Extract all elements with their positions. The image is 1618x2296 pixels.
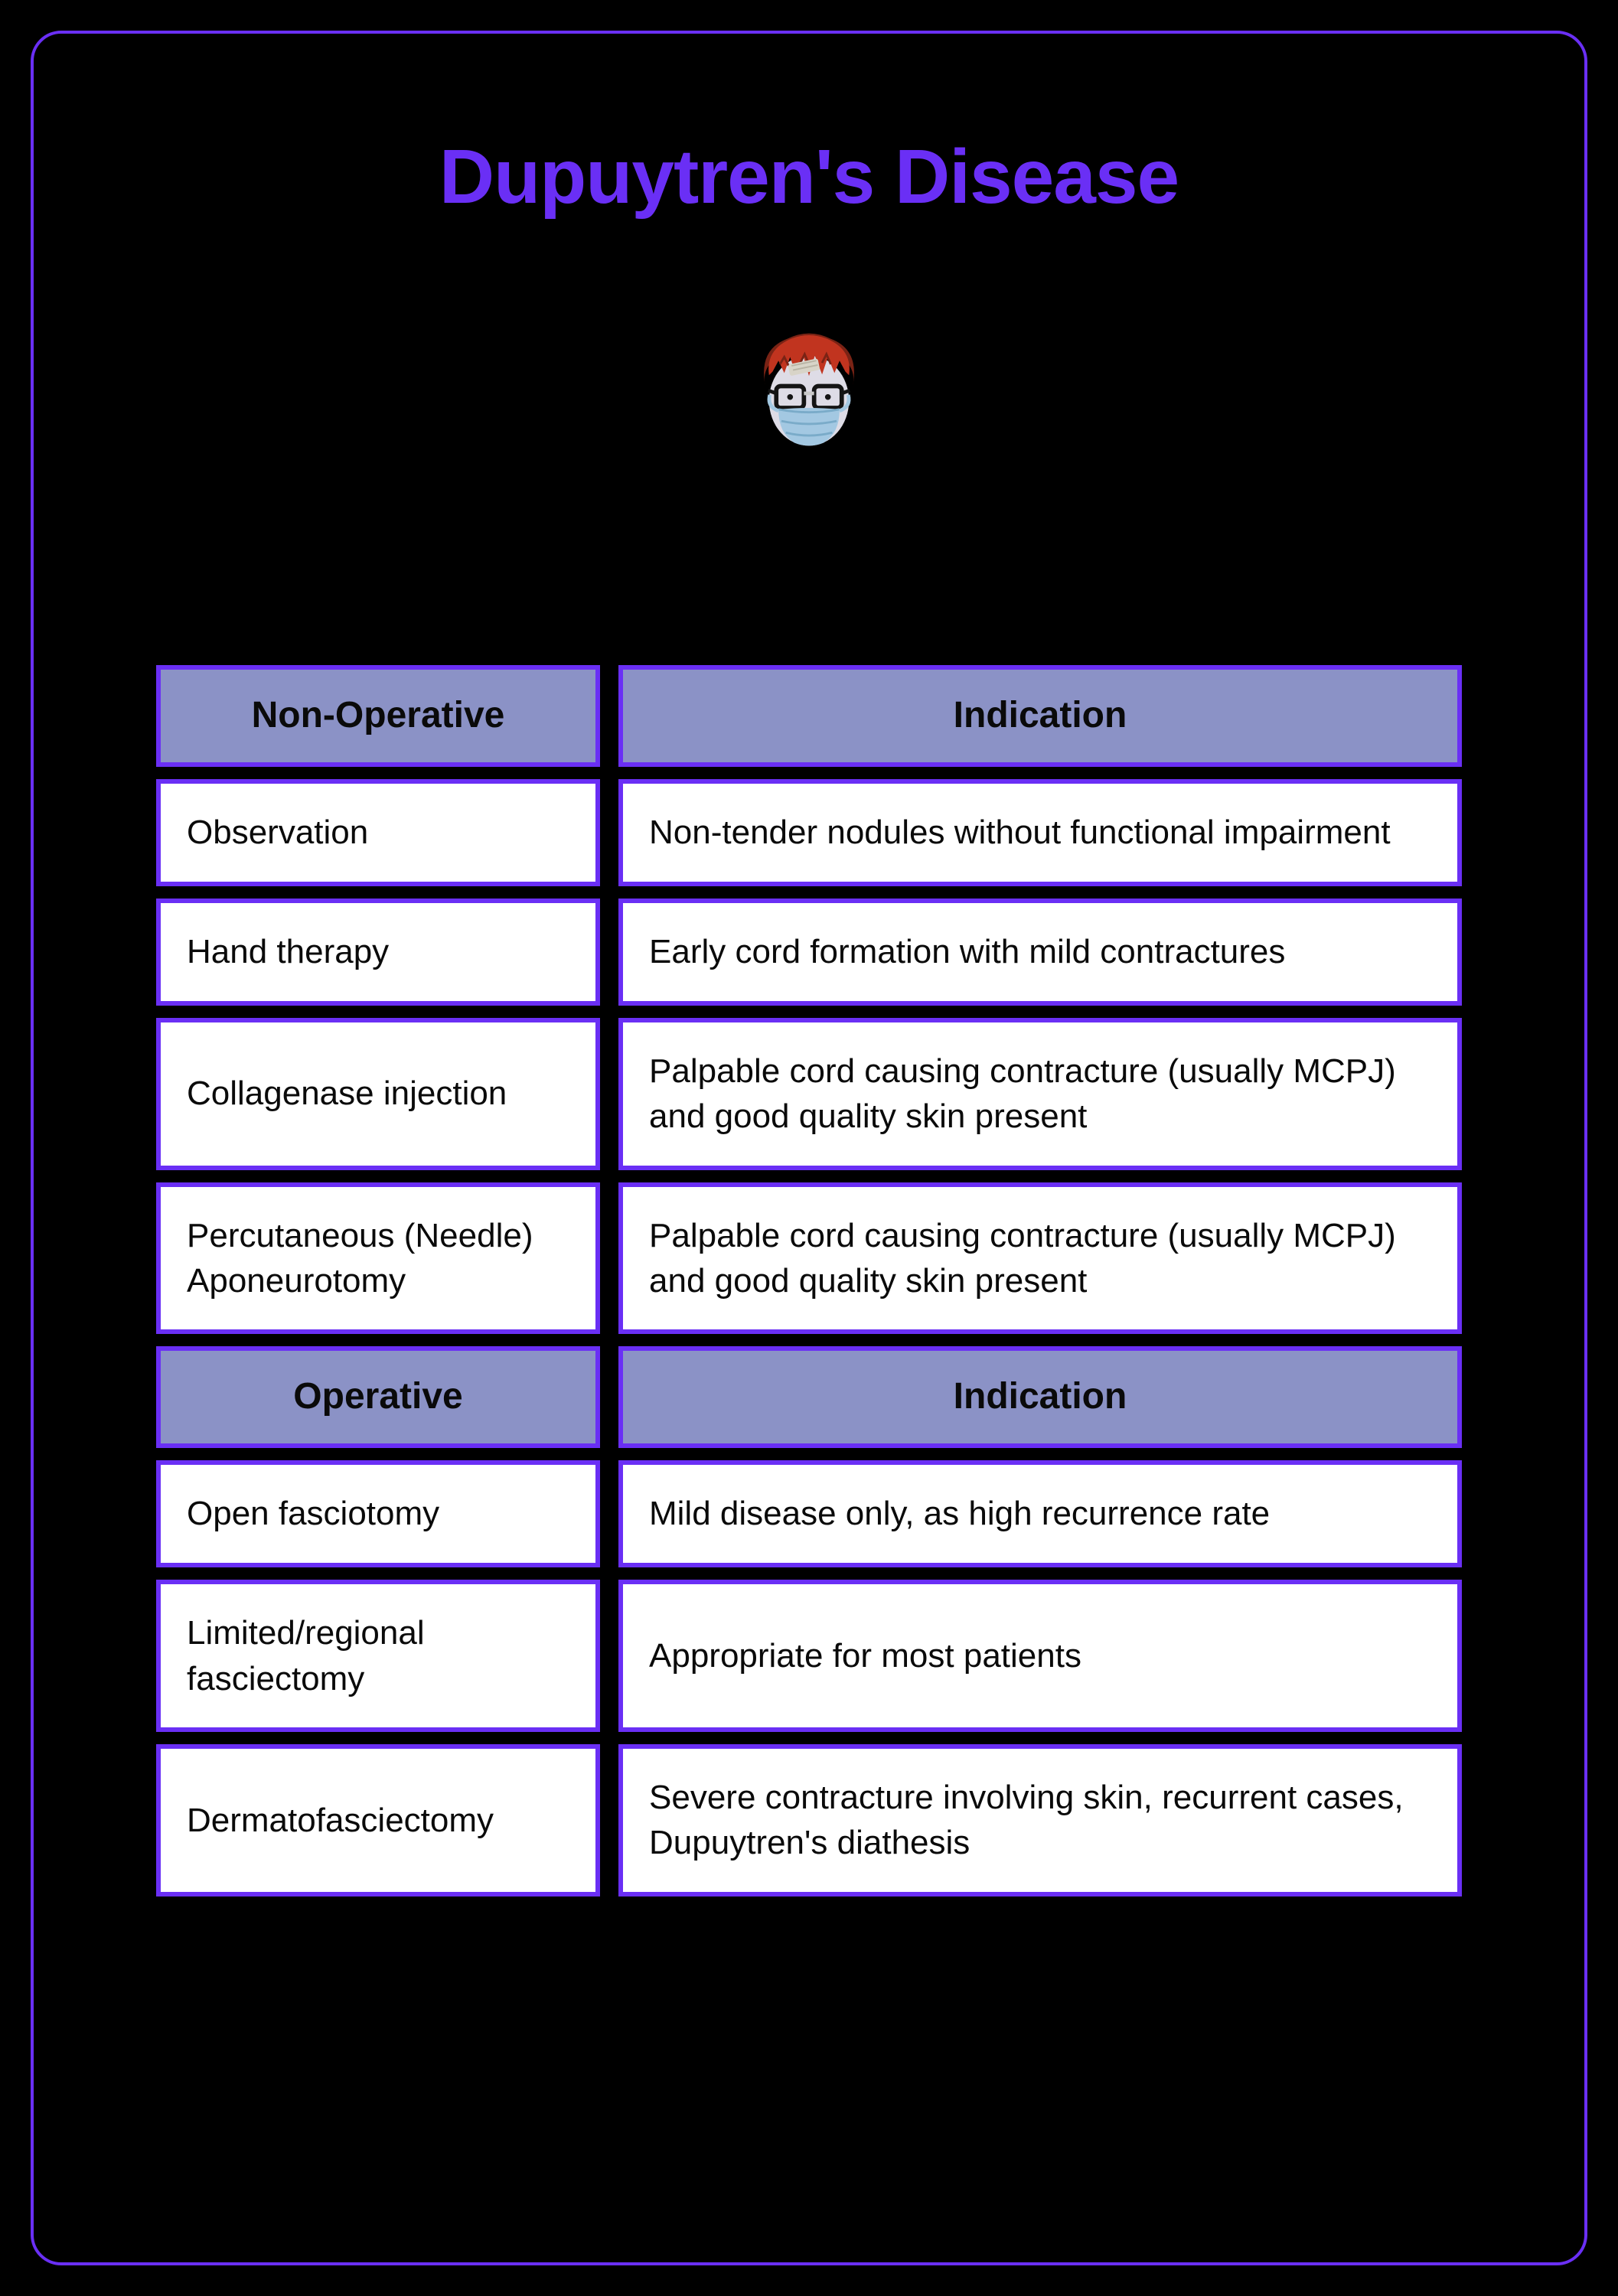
indication-cell: Mild disease only, as high recurrence ra…: [618, 1460, 1462, 1567]
page-title: Dupuytren's Disease: [439, 133, 1179, 221]
table-row: Hand therapy Early cord formation with m…: [156, 899, 1462, 1006]
indication-cell: Palpable cord causing contracture (usual…: [618, 1018, 1462, 1170]
treatment-table: Non-Operative Indication Observation Non…: [156, 665, 1462, 1896]
indication-cell: Early cord formation with mild contractu…: [618, 899, 1462, 1006]
header-cell-indication: Indication: [618, 665, 1462, 767]
table-header-row: Non-Operative Indication: [156, 665, 1462, 767]
indication-cell: Non-tender nodules without functional im…: [618, 779, 1462, 886]
table-row: Limited/regional fasciectomy Appropriate…: [156, 1580, 1462, 1732]
treatment-cell: Percutaneous (Needle) Aponeurotomy: [156, 1182, 600, 1335]
content-frame: Dupuytren's Disease: [31, 31, 1587, 2265]
header-cell-nonoperative: Non-Operative: [156, 665, 600, 767]
table-row: Open fasciotomy Mild disease only, as hi…: [156, 1460, 1462, 1567]
page-outer: Dupuytren's Disease: [0, 0, 1618, 2296]
treatment-cell: Dermatofasciectomy: [156, 1744, 600, 1896]
treatment-cell: Observation: [156, 779, 600, 886]
indication-cell: Appropriate for most patients: [618, 1580, 1462, 1732]
treatment-cell: Hand therapy: [156, 899, 600, 1006]
table-row: Dermatofasciectomy Severe contracture in…: [156, 1744, 1462, 1896]
table-row: Percutaneous (Needle) Aponeurotomy Palpa…: [156, 1182, 1462, 1335]
treatment-cell: Open fasciotomy: [156, 1460, 600, 1567]
header-cell-operative: Operative: [156, 1346, 600, 1448]
indication-cell: Severe contracture involving skin, recur…: [618, 1744, 1462, 1896]
treatment-cell: Collagenase injection: [156, 1018, 600, 1170]
avatar-icon: [736, 321, 882, 466]
table-row: Collagenase injection Palpable cord caus…: [156, 1018, 1462, 1170]
treatment-cell: Limited/regional fasciectomy: [156, 1580, 600, 1732]
table-header-row: Operative Indication: [156, 1346, 1462, 1448]
indication-cell: Palpable cord causing contracture (usual…: [618, 1182, 1462, 1335]
table-row: Observation Non-tender nodules without f…: [156, 779, 1462, 886]
header-cell-indication: Indication: [618, 1346, 1462, 1448]
